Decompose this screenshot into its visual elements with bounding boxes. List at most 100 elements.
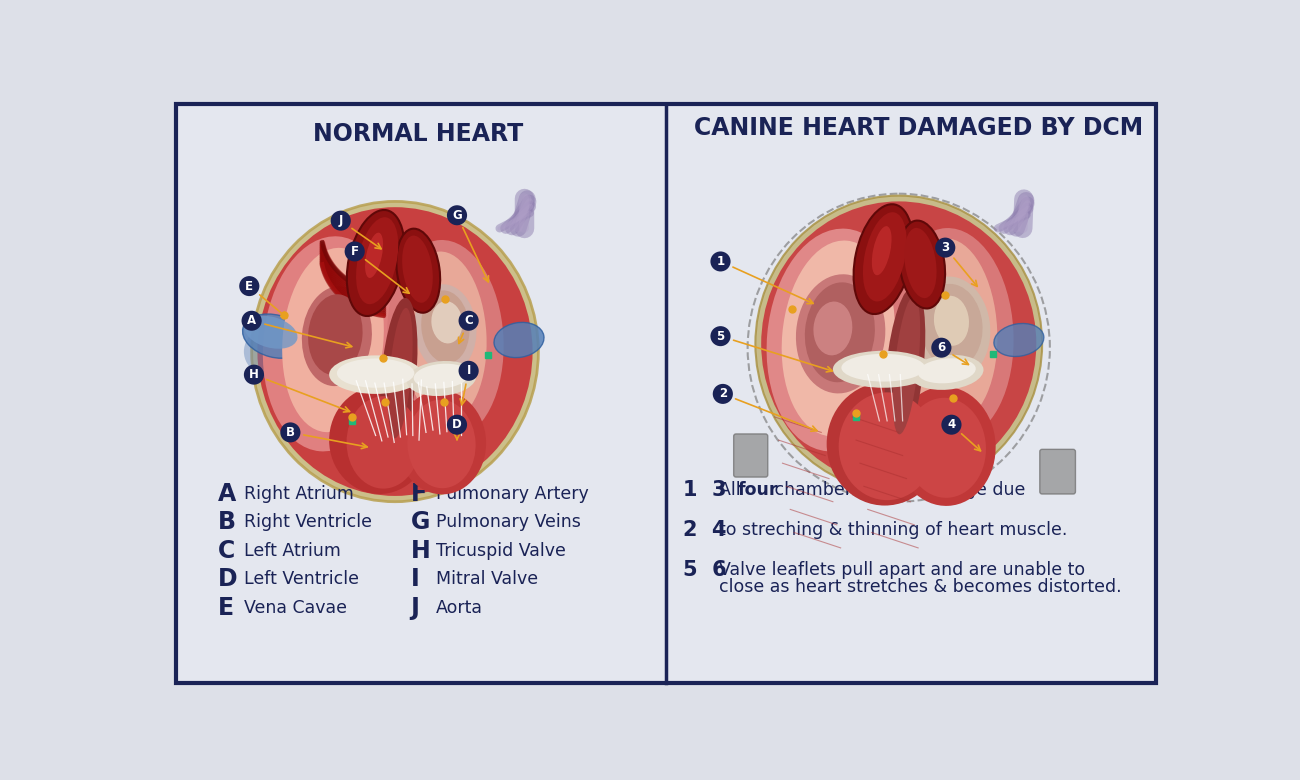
Text: B: B xyxy=(218,510,237,534)
Ellipse shape xyxy=(263,236,395,452)
Ellipse shape xyxy=(767,229,907,452)
Text: Mitral Valve: Mitral Valve xyxy=(436,570,538,588)
Ellipse shape xyxy=(905,398,985,498)
Text: G: G xyxy=(452,209,462,222)
Text: I: I xyxy=(411,568,419,591)
Text: H: H xyxy=(411,539,430,563)
Text: B: B xyxy=(286,426,295,439)
FancyBboxPatch shape xyxy=(733,434,768,477)
Ellipse shape xyxy=(781,240,894,436)
Ellipse shape xyxy=(413,363,469,388)
Ellipse shape xyxy=(347,210,404,316)
Ellipse shape xyxy=(415,284,477,373)
Text: Vena Cavae: Vena Cavae xyxy=(244,599,347,617)
Ellipse shape xyxy=(356,217,398,304)
Text: 6: 6 xyxy=(937,341,945,354)
Text: D: D xyxy=(218,568,238,591)
Circle shape xyxy=(344,242,365,261)
Ellipse shape xyxy=(762,201,1036,486)
Text: A: A xyxy=(218,482,237,506)
Ellipse shape xyxy=(854,204,913,314)
Ellipse shape xyxy=(933,296,968,346)
Circle shape xyxy=(330,211,351,231)
FancyBboxPatch shape xyxy=(177,104,1156,682)
Text: All: All xyxy=(719,481,746,499)
Ellipse shape xyxy=(902,239,997,423)
Text: 3: 3 xyxy=(941,241,949,254)
Text: Valve leaflets pull apart and are unable to: Valve leaflets pull apart and are unable… xyxy=(719,562,1086,580)
Circle shape xyxy=(281,423,300,442)
Ellipse shape xyxy=(302,286,372,386)
Text: 1: 1 xyxy=(716,255,724,268)
Text: Left Atrium: Left Atrium xyxy=(244,542,341,560)
Ellipse shape xyxy=(243,314,307,358)
Ellipse shape xyxy=(308,294,363,375)
Text: F: F xyxy=(351,245,359,258)
Ellipse shape xyxy=(805,282,875,382)
Text: 4: 4 xyxy=(948,418,955,431)
Circle shape xyxy=(447,205,467,225)
Text: chambers become large due: chambers become large due xyxy=(768,481,1024,499)
Text: Left Ventricle: Left Ventricle xyxy=(244,570,359,588)
Ellipse shape xyxy=(872,226,892,275)
Ellipse shape xyxy=(889,228,1014,440)
Ellipse shape xyxy=(396,391,486,495)
Text: 1  3: 1 3 xyxy=(684,480,727,500)
Circle shape xyxy=(239,276,260,296)
Text: 2  4: 2 4 xyxy=(684,520,727,541)
Text: Pulmonary Veins: Pulmonary Veins xyxy=(436,513,581,531)
Ellipse shape xyxy=(257,207,533,496)
Ellipse shape xyxy=(244,321,329,382)
Ellipse shape xyxy=(421,290,469,363)
Text: Aorta: Aorta xyxy=(436,599,484,617)
Text: Right Atrium: Right Atrium xyxy=(244,485,354,503)
Text: J: J xyxy=(411,596,420,620)
Ellipse shape xyxy=(755,196,1043,492)
Ellipse shape xyxy=(913,277,991,381)
Text: Right Ventricle: Right Ventricle xyxy=(244,513,372,531)
Circle shape xyxy=(459,361,478,381)
Ellipse shape xyxy=(432,301,463,343)
Ellipse shape xyxy=(380,298,417,452)
Ellipse shape xyxy=(329,356,422,394)
Ellipse shape xyxy=(400,251,486,420)
Text: 2: 2 xyxy=(719,388,727,400)
Ellipse shape xyxy=(910,355,984,390)
FancyBboxPatch shape xyxy=(1040,449,1075,494)
Text: 5  6: 5 6 xyxy=(684,560,727,580)
Ellipse shape xyxy=(407,361,476,396)
Circle shape xyxy=(710,251,731,271)
Text: close as heart stretches & becomes distorted.: close as heart stretches & becomes disto… xyxy=(719,578,1122,596)
Circle shape xyxy=(712,384,733,404)
Ellipse shape xyxy=(282,248,384,432)
Text: F: F xyxy=(411,482,426,506)
Text: NORMAL HEART: NORMAL HEART xyxy=(313,122,524,146)
Ellipse shape xyxy=(884,286,926,448)
Ellipse shape xyxy=(396,229,441,313)
Circle shape xyxy=(941,415,962,434)
Text: A: A xyxy=(247,314,256,328)
Circle shape xyxy=(931,338,952,358)
Ellipse shape xyxy=(814,302,853,356)
Text: 5: 5 xyxy=(716,330,724,342)
Circle shape xyxy=(244,364,264,385)
Ellipse shape xyxy=(898,221,945,309)
Ellipse shape xyxy=(244,316,298,349)
Text: to streching & thinning of heart muscle.: to streching & thinning of heart muscle. xyxy=(719,521,1067,539)
Ellipse shape xyxy=(994,324,1044,356)
Text: I: I xyxy=(467,364,471,378)
Text: C: C xyxy=(218,539,235,563)
Ellipse shape xyxy=(252,201,538,502)
Circle shape xyxy=(710,326,731,346)
Ellipse shape xyxy=(329,386,430,494)
Text: D: D xyxy=(452,418,462,431)
Ellipse shape xyxy=(827,382,942,505)
Text: E: E xyxy=(246,279,254,292)
Ellipse shape xyxy=(337,359,415,388)
Ellipse shape xyxy=(920,284,983,368)
Ellipse shape xyxy=(918,358,976,383)
Ellipse shape xyxy=(347,396,420,488)
Ellipse shape xyxy=(841,354,926,381)
Ellipse shape xyxy=(389,308,412,438)
Text: four: four xyxy=(737,481,777,499)
